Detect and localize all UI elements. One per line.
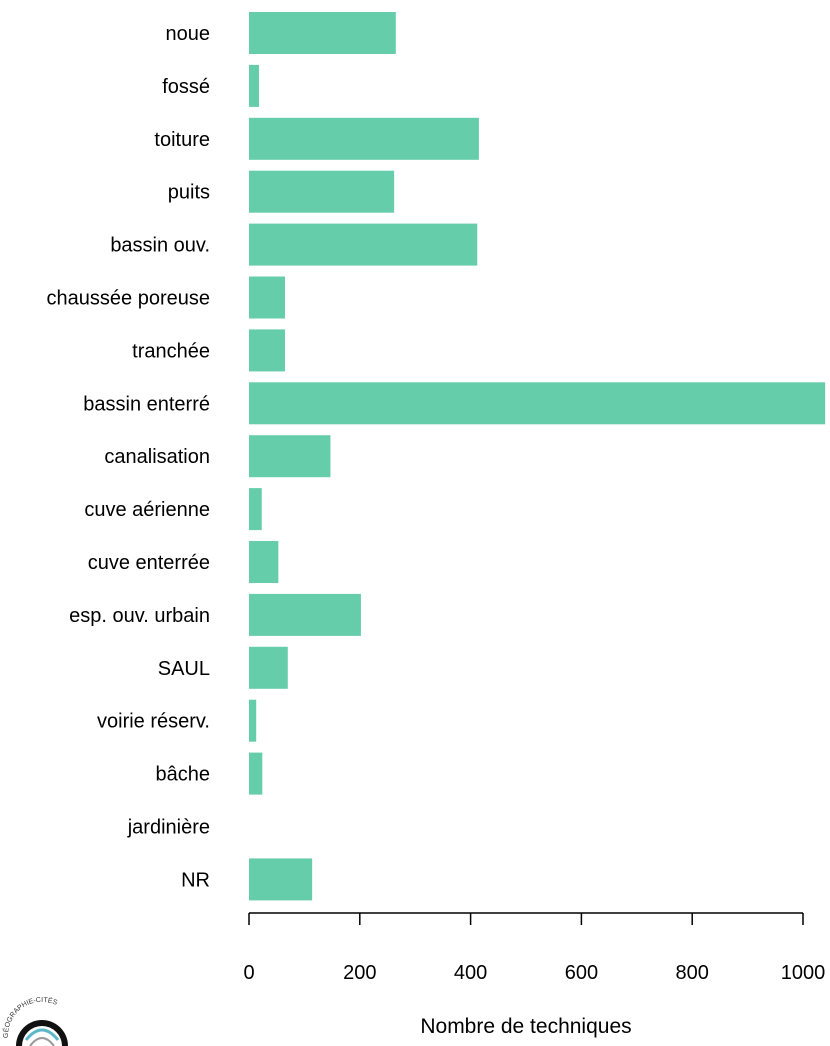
bar-5	[249, 276, 286, 319]
category-label: esp. ouv. urbain	[69, 605, 210, 627]
category-label: voirie réserv.	[97, 711, 210, 733]
category-label: noue	[166, 23, 211, 45]
x-tick-label: 800	[676, 962, 709, 984]
bar-12	[249, 646, 288, 689]
x-tick-label: 0	[243, 962, 254, 984]
bar-9	[249, 488, 262, 531]
category-label: bassin ouv.	[110, 235, 210, 257]
category-label: bâche	[156, 764, 211, 786]
category-label: jardinière	[127, 817, 210, 839]
bar-13	[249, 699, 257, 742]
category-label: canalisation	[104, 446, 210, 468]
x-tick-label: 200	[343, 962, 376, 984]
bar-0	[249, 12, 396, 54]
category-label: puits	[168, 182, 210, 204]
x-tick-label: 400	[454, 962, 487, 984]
x-axis-title: Nombre de techniques	[420, 1015, 631, 1038]
category-label: SAUL	[158, 658, 210, 680]
bar-1	[249, 64, 259, 107]
bar-10	[249, 541, 279, 583]
category-label: cuve enterrée	[88, 552, 210, 574]
x-tick-label: 1000	[781, 962, 826, 984]
category-label: NR	[181, 869, 210, 891]
bar-16	[249, 858, 313, 901]
category-label: fossé	[162, 76, 210, 98]
bar-8	[249, 435, 331, 478]
bar-4	[249, 223, 478, 266]
geographie-cites-logo-icon: GÉOGRAPHIE-CITÉS	[1, 995, 68, 1046]
category-label: cuve aérienne	[84, 499, 210, 521]
bar-7	[249, 382, 826, 425]
x-axis: 0 200 400 600 800 1000	[243, 912, 826, 984]
bar-11	[249, 593, 361, 636]
bars-group	[249, 12, 826, 901]
category-labels: noue fossé toiture puits bassin ouv. chaussée…	[47, 23, 210, 891]
bar-3	[249, 170, 395, 213]
category-label: toiture	[154, 129, 210, 151]
category-label: bassin enterré	[83, 393, 210, 415]
bar-14	[249, 752, 263, 795]
bar-6	[249, 329, 286, 372]
x-tick-label: 600	[565, 962, 598, 984]
category-label: tranchée	[132, 340, 210, 362]
category-label: chaussée poreuse	[47, 288, 210, 310]
bar-2	[249, 117, 479, 160]
